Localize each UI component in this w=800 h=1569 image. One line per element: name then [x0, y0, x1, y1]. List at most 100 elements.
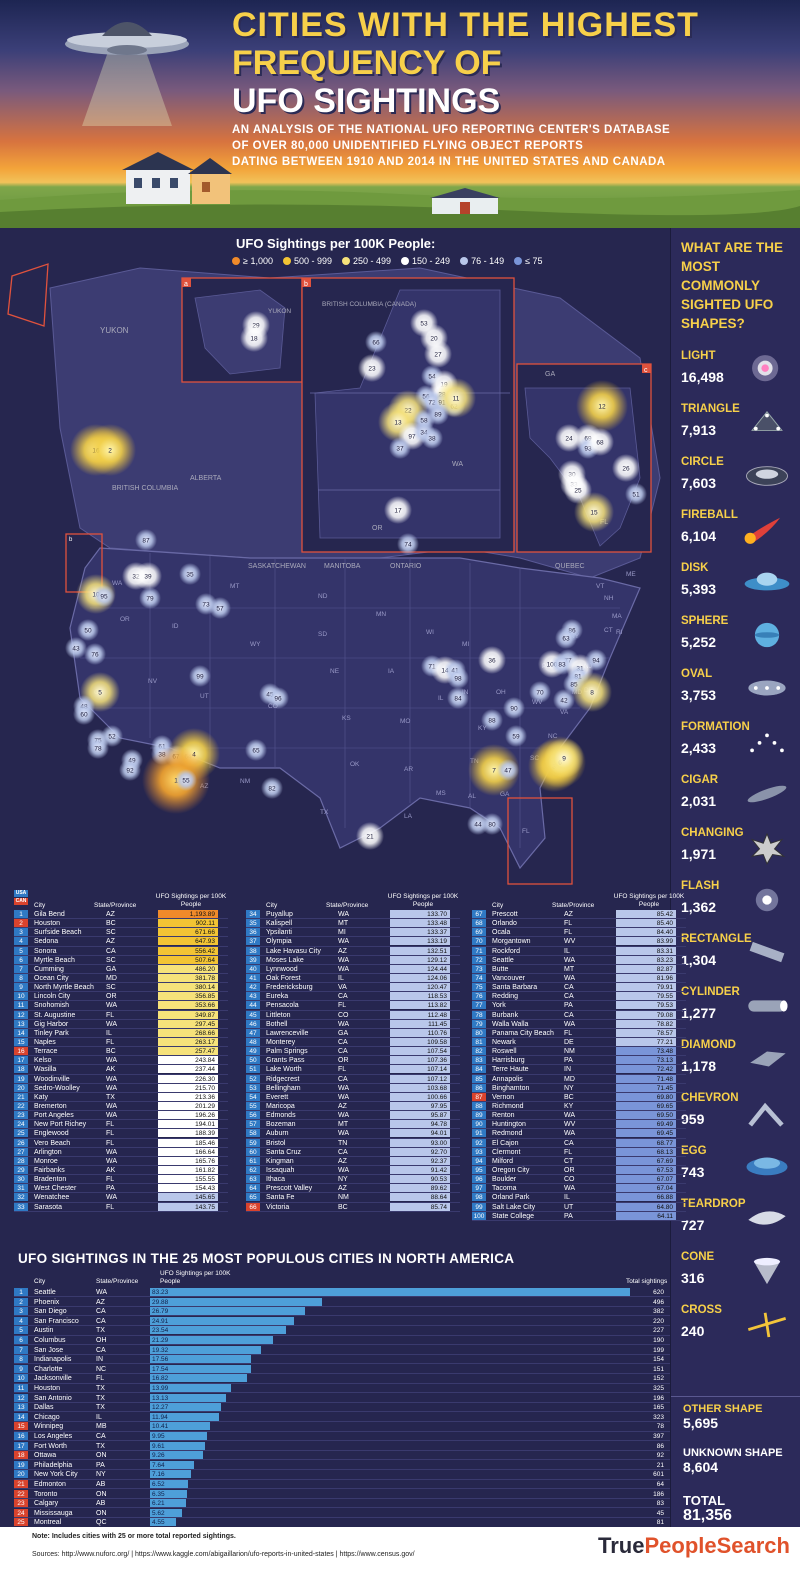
sightings-value: 196.26 — [158, 1111, 218, 1120]
sighting-marker — [84, 424, 136, 476]
pop-value-label: 16.82 — [152, 1375, 169, 1383]
table-row: 59 Bristol TN 93.00 — [246, 1138, 460, 1148]
table-row: 62 Issaquah WA 91.42 — [246, 1165, 460, 1176]
shape-item: FORMATION 2,433 — [681, 721, 799, 773]
sighting-marker-rank: 2 — [108, 448, 112, 455]
rank-table-column: City State/Province UFO Sightings per 100K… — [14, 890, 228, 1212]
total-label: TOTAL — [683, 1493, 726, 1508]
pop-col-state: State/Province — [96, 1278, 139, 1285]
sightings-value: 120.47 — [390, 983, 450, 992]
shape-item: TEARDROP 727 — [681, 1198, 799, 1250]
inset-b-bc-label: BRITISH COLUMBIA (CANADA) — [322, 301, 416, 308]
city-name: Houston — [34, 920, 61, 928]
state-code: IL — [106, 1029, 112, 1037]
state-code: TN — [338, 1139, 348, 1147]
state-code: WA — [338, 1020, 350, 1028]
pop-rank-badge: 23 — [14, 1499, 28, 1508]
pop-bar — [150, 1489, 187, 1498]
legend-label: 250 - 499 — [353, 256, 392, 266]
city-name: Naples — [34, 1038, 56, 1046]
sighting-marker — [134, 562, 162, 590]
rank-badge: 21 — [14, 1092, 28, 1101]
sighting-marker — [209, 597, 231, 619]
pop-row: 8 Indianapolis IN 17.56 154 — [14, 1355, 670, 1365]
pop-total-sightings: 86 — [656, 1442, 664, 1450]
table-row: 77 York PA 79.53 — [472, 1001, 686, 1011]
subtitle-line-2: OF OVER 80,000 UNIDENTIFIED FLYING OBJEC… — [232, 140, 584, 152]
rank-badge: 65 — [246, 1193, 260, 1202]
sightings-value: 69.80 — [616, 1092, 676, 1101]
rank-badge: 20 — [14, 1083, 28, 1092]
pop-state-code: PA — [96, 1461, 105, 1469]
sightings-value: 257.47 — [158, 1047, 218, 1056]
sightings-map: YUKON ALBERTA BRITISH COLUMBIA SASKATCHE… — [0, 228, 670, 888]
brand-part-b: PeopleSearch — [644, 1533, 790, 1558]
city-name: Oak Forest — [266, 974, 301, 982]
shape-name: DIAMOND — [681, 1039, 736, 1051]
state-code: FL — [106, 1176, 115, 1184]
pop-city-name: San Jose — [34, 1346, 64, 1354]
state-label: NH — [604, 595, 614, 602]
pop-rank-badge: 17 — [14, 1441, 28, 1450]
legend-label: 76 - 149 — [471, 256, 505, 266]
sightings-value: 95.87 — [390, 1111, 450, 1120]
rank-badge: 34 — [246, 910, 260, 918]
state-label: NE — [330, 668, 340, 675]
egg-icon — [746, 1157, 788, 1176]
table-row: 48 Monterey CA 109.58 — [246, 1037, 460, 1048]
sightings-value: 166.64 — [158, 1147, 218, 1156]
pop-row: 23 Calgary AB 6.21 83 — [14, 1499, 670, 1509]
city-name: New Port Richey — [34, 1121, 87, 1129]
pop-value-label: 9.61 — [152, 1442, 165, 1450]
pop-value-label: 23.54 — [152, 1327, 169, 1335]
changing-icon — [750, 832, 786, 865]
state-code: OR — [564, 1166, 575, 1174]
pop-city-name: Los Angeles — [34, 1433, 73, 1440]
city-name: Monroe — [34, 1157, 58, 1165]
label-ontario: ONTARIO — [390, 563, 422, 570]
table-row: 35 Kalispell MT 133.48 — [246, 919, 460, 929]
sighting-marker-rank: 94 — [592, 658, 600, 665]
pop-state-code: ON — [96, 1509, 107, 1517]
city-name: Katy — [34, 1093, 49, 1101]
legend-title: UFO Sightings per 100K People: — [236, 236, 436, 251]
fireball-icon — [744, 517, 781, 544]
sightings-value: 902.11 — [158, 919, 218, 928]
pop-value-label: 19.32 — [152, 1346, 169, 1354]
sighting-marker-rank: 27 — [434, 352, 442, 359]
state-code: BC — [106, 1048, 116, 1056]
state-code: WA — [106, 1020, 118, 1028]
sighting-marker — [384, 496, 412, 524]
sighting-marker — [101, 725, 123, 747]
cross-icon — [747, 1312, 787, 1338]
shape-count: 6,104 — [681, 528, 717, 544]
state-code: WA — [564, 974, 576, 982]
sightings-value: 194.01 — [158, 1120, 218, 1129]
shape-count: 5,252 — [681, 634, 717, 650]
table-row: 96 Boulder CO 67.07 — [472, 1175, 686, 1185]
rank-badge: 69 — [472, 928, 486, 937]
pop-total-sightings: 199 — [653, 1346, 664, 1354]
pop-bar — [150, 1432, 208, 1440]
rank-table-header: City State/Province UFO Sightings per 100K… — [14, 890, 228, 910]
rank-badge: 76 — [472, 992, 486, 1001]
shape-item: OVAL 3,753 — [681, 668, 799, 720]
sightings-value: 113.82 — [390, 1001, 450, 1010]
state-code: VA — [338, 984, 347, 992]
rank-badge: 56 — [246, 1111, 260, 1120]
other-shape-value: 5,695 — [683, 1415, 719, 1431]
pop-city-name: Montreal — [34, 1519, 62, 1527]
pop-row: 10 Jacksonville FL 16.82 152 — [14, 1374, 670, 1384]
pop-row: 11 Houston TX 13.99 325 — [14, 1384, 670, 1394]
label-quebec: QUEBEC — [555, 563, 585, 570]
rank-badge: 51 — [246, 1065, 260, 1074]
state-code: CA — [564, 1139, 574, 1147]
col-value: UFO Sightings per 100K People — [613, 893, 685, 908]
sighting-marker — [93, 585, 115, 607]
rank-badge: 52 — [246, 1074, 260, 1083]
table-row: 31 West Chester PA 154.43 — [14, 1184, 228, 1194]
state-code: FL — [338, 1002, 347, 1010]
state-code: GA — [338, 1029, 349, 1037]
sighting-markers: 1622918532066272354192856729162112213588… — [65, 309, 647, 850]
table-row: 7 Cumming GA 486.20 — [14, 964, 228, 974]
